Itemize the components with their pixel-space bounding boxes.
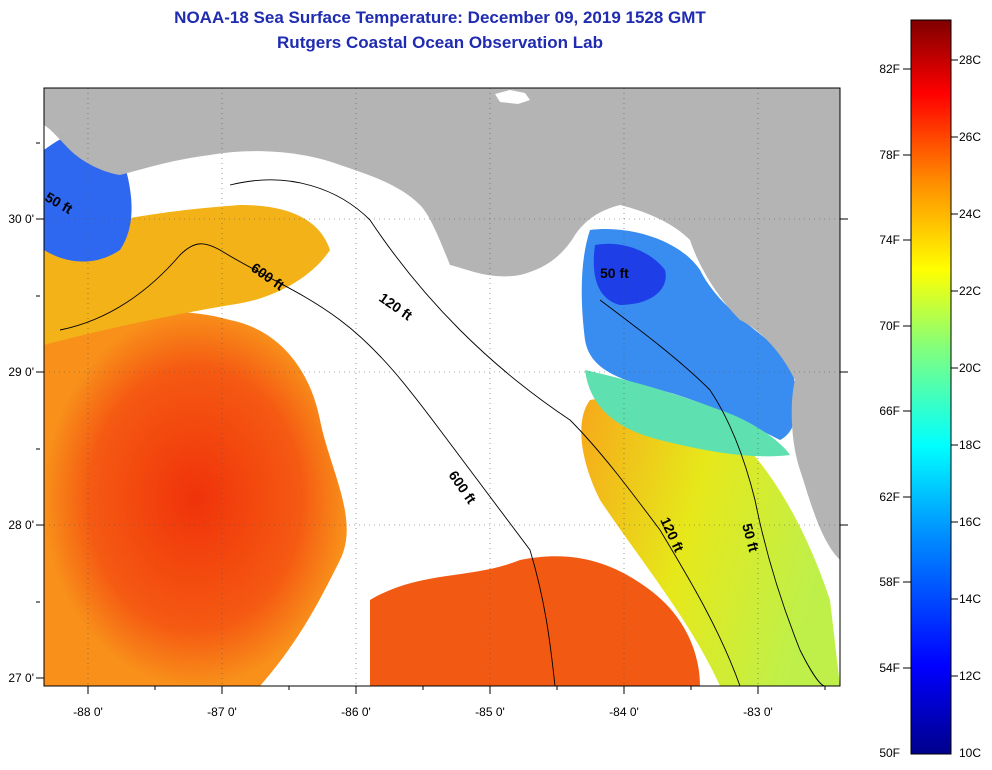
lon-label: -84 0' [609, 705, 639, 719]
lat-label: 28 0' [8, 518, 34, 532]
lat-label: 27 0' [8, 671, 34, 685]
colorbar-c-label: 14C [959, 592, 981, 606]
contour-120ft [229, 179, 741, 687]
colorbar-c-label: 26C [959, 130, 981, 144]
colorbar-f-label: 74F [879, 233, 900, 247]
lon-label: -85 0' [475, 705, 505, 719]
colorbar-f-label: 78F [879, 148, 900, 162]
sst-green-band [585, 370, 790, 457]
map-subtitle: Rutgers Coastal Ocean Observation Lab [277, 33, 603, 52]
lat-label: 30 0' [8, 212, 34, 226]
colorbar-f-label: 50F [879, 746, 900, 760]
axis-ticks [36, 142, 848, 694]
contour-50ft [599, 299, 826, 687]
colorbar-f-label: 62F [879, 490, 900, 504]
lat-label: 29 0' [8, 365, 34, 379]
bathymetry-contours [59, 179, 826, 687]
sst-cool-bigbend-core [593, 243, 666, 305]
land-mass [44, 88, 840, 560]
colorbar-c-label: 10C [959, 746, 981, 760]
sst-east-shelf [581, 397, 840, 686]
colorbar-c-label: 20C [959, 361, 981, 375]
colorbar-c-label: 12C [959, 669, 981, 683]
colorbar-c-label: 22C [959, 284, 981, 298]
colorbar-f-label: 54F [879, 661, 900, 675]
colorbar-c-label: 28C [959, 53, 981, 67]
colorbar [910, 19, 952, 755]
inland-lake [495, 90, 530, 104]
map-border [43, 87, 841, 687]
lon-label: -83 0' [743, 705, 773, 719]
colorbar-c-label: 16C [959, 515, 981, 529]
colorbar-c-label: 18C [959, 438, 981, 452]
colorbar-f-label: 82F [879, 62, 900, 76]
colorbar-f-label: 58F [879, 575, 900, 589]
colorbar-ticks [903, 59, 958, 677]
colorbar-f-label: 70F [879, 319, 900, 333]
contour-label: 50 ft [600, 265, 629, 281]
sst-warm-south [370, 556, 700, 686]
lon-label: -87 0' [207, 705, 237, 719]
lon-label: -88 0' [73, 705, 103, 719]
map-title: NOAA-18 Sea Surface Temperature: Decembe… [174, 8, 706, 27]
lon-label: -86 0' [341, 705, 371, 719]
colorbar-c-label: 24C [959, 207, 981, 221]
sst-warm-west [44, 311, 347, 686]
colorbar-f-label: 66F [879, 404, 900, 418]
contour-label: 50 ft [739, 522, 762, 554]
contour-600ft-west [59, 243, 556, 687]
